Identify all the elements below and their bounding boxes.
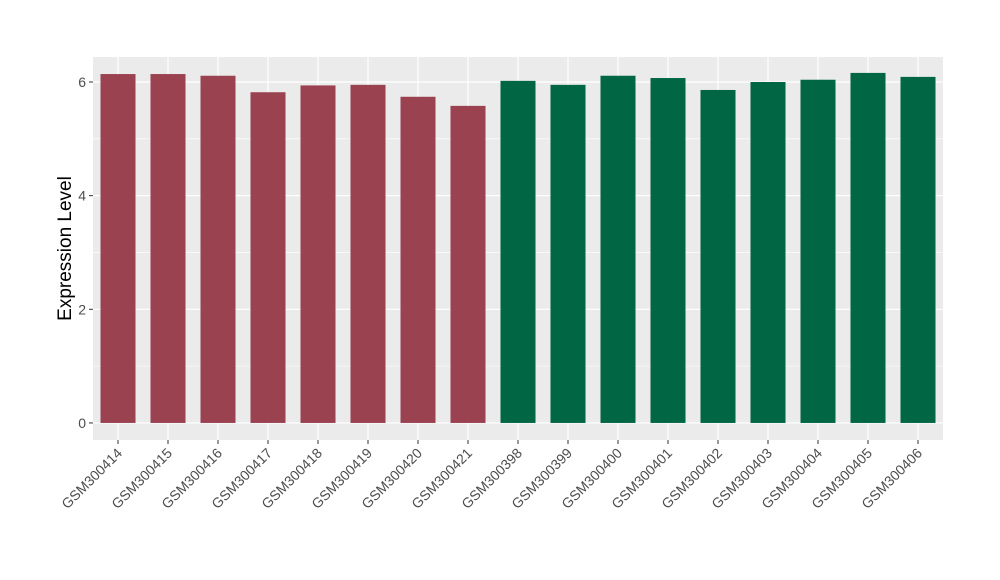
bar-GSM300416: [200, 75, 236, 423]
bar-GSM300404: [800, 79, 836, 423]
bar-GSM300403: [750, 82, 786, 423]
bar-GSM300405: [850, 72, 886, 423]
y-tick-label: 0: [78, 415, 86, 431]
y-tick-label: 4: [78, 188, 86, 204]
y-axis-title: Expression Level: [55, 176, 76, 321]
bar-GSM300398: [500, 80, 536, 423]
bar-GSM300401: [650, 78, 686, 423]
y-tick-label: 2: [78, 301, 86, 317]
bars: [100, 72, 936, 423]
bar-GSM300400: [600, 75, 636, 423]
bar-GSM300420: [400, 96, 436, 423]
x-axis: GSM300414GSM300415GSM300416GSM300417GSM3…: [58, 440, 925, 512]
y-axis: 0 2 4 6: [78, 74, 93, 431]
bar-GSM300419: [350, 84, 386, 423]
bar-GSM300414: [100, 74, 136, 423]
bar-GSM300402: [700, 89, 736, 423]
y-tick-label: 6: [78, 74, 86, 90]
bar-GSM300417: [250, 92, 286, 423]
bar-GSM300421: [450, 105, 486, 423]
bar-GSM300418: [300, 85, 336, 423]
bar-GSM300415: [150, 74, 186, 423]
bar-GSM300406: [900, 76, 936, 423]
bar-GSM300399: [550, 84, 586, 423]
